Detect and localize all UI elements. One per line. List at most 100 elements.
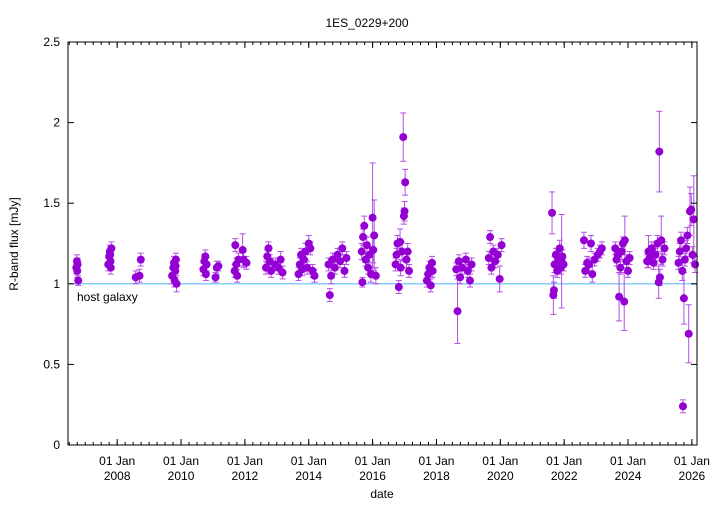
data-point [402, 255, 411, 264]
data-point [487, 263, 496, 272]
data-point [454, 257, 463, 266]
data-point [689, 215, 698, 224]
data-point [242, 258, 251, 267]
data-point [655, 273, 664, 282]
data-point [491, 257, 500, 266]
data-point [267, 266, 276, 275]
x-tick-label-year: 2012 [232, 469, 259, 483]
data-point [359, 233, 368, 242]
data-point [362, 241, 371, 250]
data-point [371, 271, 380, 280]
data-point [611, 244, 620, 253]
data-point [211, 273, 220, 282]
data-point [106, 263, 115, 272]
data-point [651, 250, 660, 259]
data-point [400, 207, 409, 216]
x-tick-label-date: 01 Jan [355, 454, 391, 468]
data-point [106, 257, 115, 266]
data-point [674, 258, 683, 267]
data-point [171, 262, 180, 271]
data-point [557, 257, 566, 266]
data-point [73, 266, 82, 275]
data-point [428, 266, 437, 275]
data-point [493, 250, 502, 259]
data-point [620, 236, 629, 245]
host-galaxy-label: host galaxy [77, 290, 138, 304]
x-tick-label-date: 01 Jan [674, 454, 710, 468]
data-point [617, 247, 626, 256]
data-point [397, 247, 406, 256]
data-point [658, 255, 667, 264]
data-point [677, 236, 686, 245]
data-point [549, 286, 558, 295]
data-point [649, 258, 658, 267]
data-point [453, 307, 462, 316]
data-point [369, 245, 378, 254]
data-point [615, 292, 624, 301]
data-point [683, 231, 692, 240]
data-point [338, 244, 347, 253]
data-point [171, 255, 180, 264]
data-point [585, 260, 594, 269]
x-tick-label-year: 2010 [168, 469, 195, 483]
data-point [238, 245, 247, 254]
data-point [172, 279, 181, 288]
x-tick-label-date: 01 Jan [99, 454, 135, 468]
data-point [358, 278, 367, 287]
data-point [106, 250, 115, 259]
data-point [647, 244, 656, 253]
data-point [396, 237, 405, 246]
data-point [687, 205, 696, 214]
data-point [465, 276, 474, 285]
data-point [264, 244, 273, 253]
data-point [360, 221, 369, 230]
data-point [684, 329, 693, 338]
data-point [278, 268, 287, 277]
data-point [394, 283, 403, 292]
data-point [691, 260, 700, 269]
data-point [276, 255, 285, 264]
data-point [657, 236, 666, 245]
data-point [136, 255, 145, 264]
data-point [214, 262, 223, 271]
data-point [399, 133, 408, 142]
data-point [555, 244, 564, 253]
data-point [201, 270, 210, 279]
data-point [401, 178, 410, 187]
data-point [688, 250, 697, 259]
x-tick-label-year: 2024 [615, 469, 642, 483]
x-tick-label-year: 2014 [295, 469, 322, 483]
data-point [620, 297, 629, 306]
data-point [660, 244, 669, 253]
data-point [202, 260, 211, 269]
data-point [427, 258, 436, 267]
data-point [135, 271, 144, 280]
data-point [495, 274, 504, 283]
y-tick-label: 2.5 [43, 35, 60, 49]
data-point [306, 244, 315, 253]
data-point [463, 266, 472, 275]
data-point [682, 244, 691, 253]
data-point [486, 233, 495, 242]
data-point [340, 266, 349, 275]
x-tick-label-year: 2020 [487, 469, 514, 483]
data-point [231, 241, 240, 250]
data-point [74, 276, 83, 285]
data-point [370, 231, 379, 240]
data-point [586, 239, 595, 248]
data-point [484, 254, 493, 263]
data-point [616, 263, 625, 272]
data-point [624, 266, 633, 275]
data-point [456, 273, 465, 282]
data-point [73, 260, 82, 269]
data-point [364, 263, 373, 272]
x-tick-label-date: 01 Jan [418, 454, 454, 468]
data-point [330, 263, 339, 272]
data-point [368, 213, 377, 222]
x-tick-label-year: 2018 [423, 469, 450, 483]
data-point [655, 147, 664, 156]
data-point [396, 263, 405, 272]
x-tick-label-date: 01 Jan [291, 454, 327, 468]
data-point [325, 291, 334, 300]
